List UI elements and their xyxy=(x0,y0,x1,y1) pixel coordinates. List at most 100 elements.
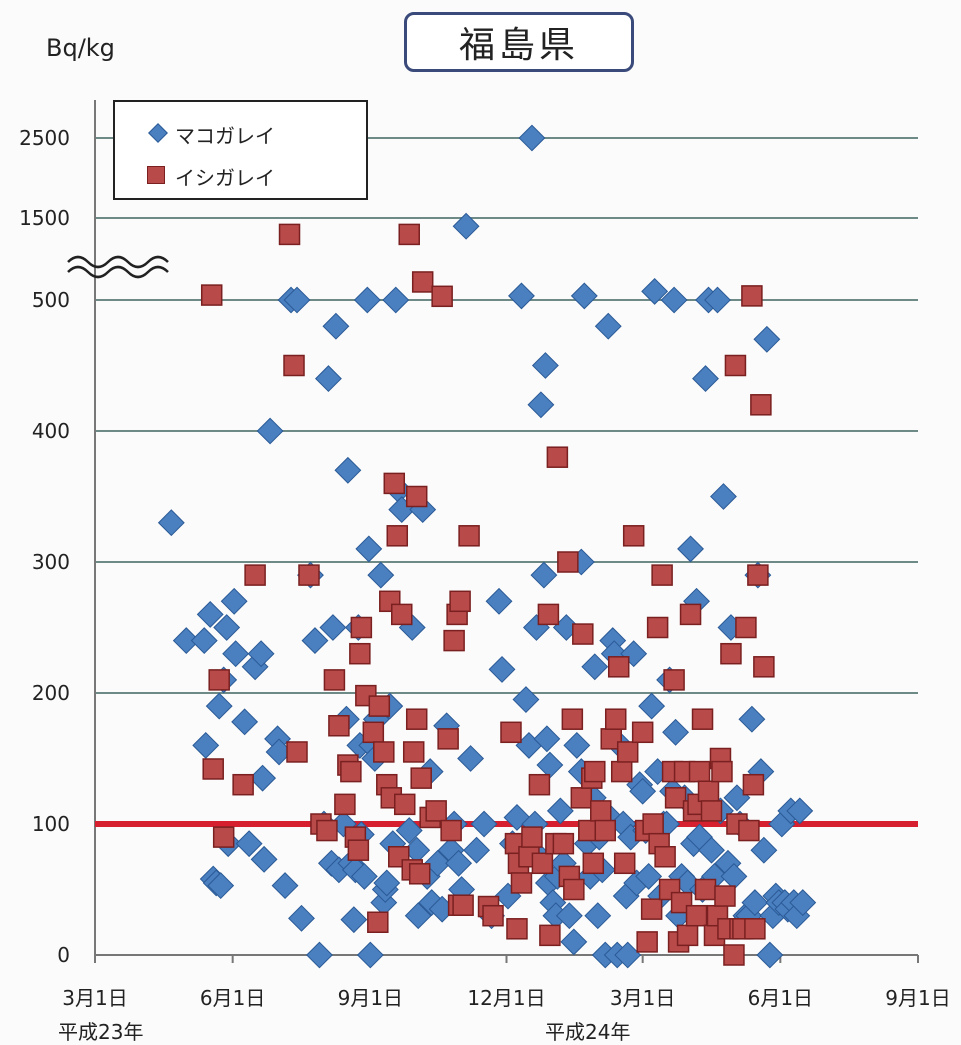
point-makogarei xyxy=(424,849,452,877)
point-ishigarei xyxy=(572,623,594,645)
point-ishigarei xyxy=(334,793,356,816)
point-ishigarei xyxy=(694,878,717,901)
point-makogarei xyxy=(555,902,583,930)
point-makogarei xyxy=(662,718,690,746)
break-wave xyxy=(67,265,169,279)
point-makogarei xyxy=(403,836,431,864)
point-ishigarei xyxy=(688,760,711,783)
point-makogarei xyxy=(395,817,423,844)
point-makogarei xyxy=(355,535,383,563)
point-ishigarei xyxy=(500,721,522,744)
point-ishigarei xyxy=(411,271,434,293)
point-ishigarei xyxy=(753,656,775,678)
break-wave xyxy=(67,255,169,269)
point-ishigarei xyxy=(723,944,745,966)
point-makogarei xyxy=(660,286,688,314)
point-ishigarei xyxy=(506,918,528,940)
point-ishigarei xyxy=(316,819,338,842)
point-makogarei xyxy=(698,836,725,864)
x-tick-label: 9月1日 xyxy=(885,986,951,1010)
point-makogarei xyxy=(677,535,704,563)
point-makogarei xyxy=(512,686,540,713)
point-ishigarei xyxy=(410,767,432,789)
point-makogarei xyxy=(334,456,362,484)
point-ishigarei xyxy=(742,773,765,796)
point-ishigarei xyxy=(521,826,543,848)
point-ishigarei xyxy=(741,285,763,307)
point-ishigarei xyxy=(528,773,551,796)
point-ishigarei xyxy=(642,813,664,835)
point-ishigarei xyxy=(482,904,504,927)
point-makogarei xyxy=(710,483,737,510)
legend-item-ishigarei: イシガレイ xyxy=(147,162,275,191)
diamond-marker-icon xyxy=(148,123,168,143)
point-ishigarei xyxy=(383,472,406,495)
point-makogarei xyxy=(340,906,368,934)
gridlines xyxy=(95,137,918,825)
point-ishigarei xyxy=(711,760,733,783)
point-makogarei xyxy=(373,869,401,897)
point-makogarei xyxy=(488,655,516,683)
point-makogarei xyxy=(301,627,329,655)
point-ishigarei xyxy=(616,741,639,763)
x-tick-label: 9月1日 xyxy=(337,986,404,1010)
point-makogarei xyxy=(190,627,218,655)
point-makogarei xyxy=(530,561,558,589)
point-makogarei xyxy=(256,417,284,445)
y-tick-label: 1500 xyxy=(19,206,70,230)
point-ishigarei xyxy=(750,394,772,416)
point-ishigarei xyxy=(286,741,308,763)
point-makogarei xyxy=(235,830,263,858)
point-makogarei xyxy=(353,286,381,314)
point-makogarei xyxy=(527,391,555,419)
point-ishigarei xyxy=(402,741,425,763)
point-ishigarei xyxy=(676,924,699,947)
point-ishigarei xyxy=(590,800,612,822)
point-ishigarei xyxy=(664,787,687,809)
point-makogarei xyxy=(207,872,235,900)
x-tick-label: 3月1日 xyxy=(609,986,676,1010)
point-ishigarei xyxy=(347,839,370,861)
point-makogarei xyxy=(196,600,224,628)
point-makogarei xyxy=(265,738,293,766)
point-ishigarei xyxy=(537,603,560,626)
x-tick-label: 12月1日 xyxy=(467,986,546,1010)
point-makogarei xyxy=(288,904,315,932)
point-makogarei xyxy=(594,312,622,340)
point-ishigarei xyxy=(340,760,362,783)
point-makogarei xyxy=(213,614,241,641)
point-ishigarei xyxy=(582,852,605,875)
point-makogarei xyxy=(404,902,432,930)
point-ishigarei xyxy=(747,564,769,586)
point-ishigarei xyxy=(561,708,584,730)
point-makogarei xyxy=(249,764,277,792)
legend-item-makogarei: マコガレイ xyxy=(148,120,275,149)
point-ishigarei xyxy=(350,616,373,639)
point-ishigarei xyxy=(646,616,669,639)
point-ishigarei xyxy=(607,656,630,678)
point-makogarei xyxy=(704,286,731,314)
point-makogarei xyxy=(546,797,574,825)
point-makogarei xyxy=(367,561,395,589)
era-label: 平成23年 xyxy=(58,1020,144,1044)
point-ishigarei xyxy=(405,708,428,730)
point-ishigarei xyxy=(298,564,320,586)
point-ishigarei xyxy=(697,780,720,802)
point-makogarei xyxy=(536,751,564,779)
point-makogarei xyxy=(753,325,781,353)
point-makogarei xyxy=(692,365,719,393)
point-ishigarei xyxy=(323,669,346,691)
point-ishigarei xyxy=(386,525,409,547)
point-ishigarei xyxy=(700,800,723,822)
y-axis-unit: Bq/kg xyxy=(46,34,115,62)
point-makogarei xyxy=(205,692,233,720)
point-makogarei xyxy=(470,810,498,838)
point-ishigarei xyxy=(368,695,391,717)
y-tick-label: 500 xyxy=(31,288,70,312)
point-makogarei xyxy=(542,902,570,930)
point-makogarei xyxy=(531,352,559,379)
point-makogarei xyxy=(789,889,817,917)
point-ishigarei xyxy=(720,642,742,665)
point-ishigarei xyxy=(663,669,685,691)
point-makogarei xyxy=(756,941,784,969)
